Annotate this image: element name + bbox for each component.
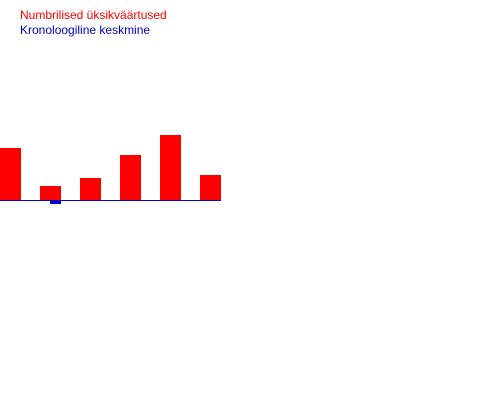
bar-numeric-value-6 [200,175,221,200]
bar-numeric-value-5 [160,135,181,200]
bar-numeric-value-2 [40,186,61,200]
bar-numeric-value-1 [0,148,21,200]
bar-numeric-value-3 [80,178,101,200]
chart-legend: Numbrilised üksikväärtused Kronoloogilin… [20,8,167,38]
bar-chronological-mean-2 [50,200,61,204]
bar-numeric-value-4 [120,155,141,200]
legend-item-chronological-mean: Kronoloogiline keskmine [20,23,151,37]
legend-item-numeric-values: Numbrilised üksikväärtused [20,8,167,22]
